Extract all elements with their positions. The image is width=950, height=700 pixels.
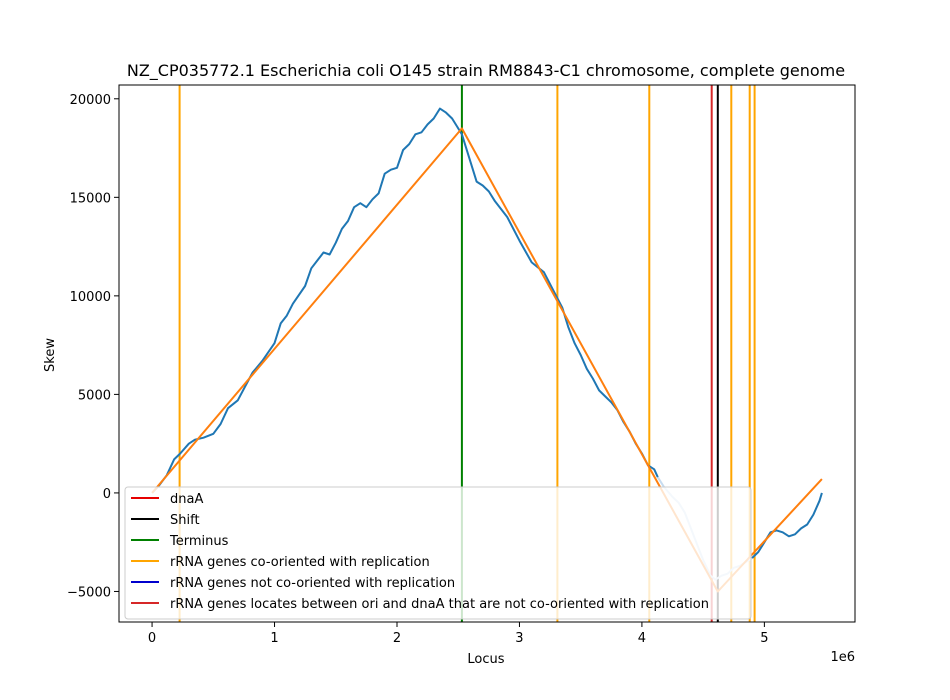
legend-box <box>124 486 752 620</box>
y-tick-label: −5000 <box>67 585 111 600</box>
x-tick-label: 4 <box>638 631 646 646</box>
x-axis-label: Locus <box>467 652 504 667</box>
x-tick-label: 2 <box>393 631 401 646</box>
legend-label: rRNA genes not co-oriented with replicat… <box>170 576 455 591</box>
x-tick-label: 3 <box>515 631 523 646</box>
legend-label: Terminus <box>169 534 229 549</box>
skew-series-line <box>151 107 659 494</box>
fit-series-line <box>151 127 823 593</box>
x-axis-offset-label: 1e6 <box>830 650 855 665</box>
axes-frame <box>118 84 856 623</box>
legend-label: rRNA genes co-oriented with replication <box>170 555 430 570</box>
axes: 0 1 2 3 4 5 −5000 0 5000 10000 15000 20000 <box>67 84 856 646</box>
legend-label: Shift <box>170 513 200 528</box>
legend-label: rRNA genes locates between ori and dnaA … <box>170 597 709 612</box>
y-tick-label: 15000 <box>70 191 111 206</box>
legend: dnaA Shift Terminus rRNA genes co-oriented … <box>124 486 752 620</box>
x-tick-label: 0 <box>148 631 156 646</box>
y-tick-label: 0 <box>103 487 111 502</box>
x-tick-label: 1 <box>270 631 278 646</box>
x-tick-label: 5 <box>760 631 768 646</box>
chart-title: NZ_CP035772.1 Escherichia coli O145 stra… <box>127 61 845 81</box>
y-tick-label: 20000 <box>70 93 111 108</box>
legend-label: dnaA <box>170 492 203 507</box>
y-tick-label: 10000 <box>70 290 111 305</box>
y-axis-label: Skew <box>43 338 58 372</box>
y-tick-label: 5000 <box>78 388 111 403</box>
